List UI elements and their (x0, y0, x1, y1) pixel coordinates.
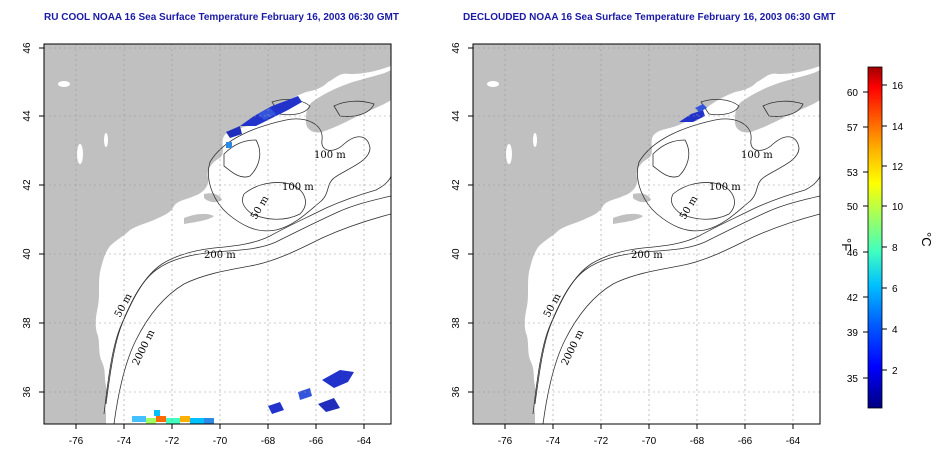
celsius-tick-label: 4 (892, 325, 898, 336)
lon-tick-label: -74 (546, 436, 561, 447)
fahrenheit-tick-label: 39 (847, 328, 859, 339)
celsius-tick-label: 2 (892, 366, 898, 377)
celsius-tick-label: 12 (892, 162, 904, 173)
celsius-tick-label: 14 (892, 122, 904, 133)
fahrenheit-tick-label: 53 (847, 168, 859, 179)
lon-tick-label: -72 (165, 436, 180, 447)
fahrenheit-tick-label: 46 (847, 248, 859, 259)
lon-tick-label: -70 (213, 436, 228, 447)
lat-tick-label: 44 (22, 110, 33, 122)
fahrenheit-tick-label: 35 (847, 374, 859, 385)
fahrenheit-tick-label: 42 (847, 293, 859, 304)
lat-tick-label: 38 (451, 317, 462, 329)
lat-tick-label: 36 (22, 386, 33, 398)
lon-tick-label: -64 (357, 436, 372, 447)
lat-tick-label: 36 (451, 386, 462, 398)
lon-tick-label: -74 (117, 436, 132, 447)
lon-tick-label: -64 (786, 436, 801, 447)
fahrenheit-tick-label: 57 (847, 123, 859, 134)
contour-label: 200 m (204, 250, 236, 261)
right-sst-patches (679, 104, 707, 122)
left-map-panel: 100 m 100 m 50 m 200 m 50 m 2000 m -76 -… (22, 42, 392, 447)
lon-tick-label: -68 (261, 436, 276, 447)
contour-label: 100 m (709, 182, 741, 193)
lat-tick-label: 40 (22, 248, 33, 260)
fahrenheit-axis-label: °F (839, 238, 854, 251)
right-map-title: DECLOUDED NOAA 16 Sea Surface Temperatur… (463, 12, 836, 23)
left-map-title: RU COOL NOAA 16 Sea Surface Temperature … (44, 12, 399, 23)
lon-tick-label: -68 (690, 436, 705, 447)
contour-label: 100 m (741, 150, 773, 161)
lon-tick-label: -66 (309, 436, 324, 447)
lon-tick-label: -76 (498, 436, 513, 447)
celsius-tick-label: 6 (892, 284, 898, 295)
lon-tick-label: -70 (642, 436, 657, 447)
colorbar: 60 57 53 50 46 42 39 35 16 14 12 10 8 6 … (839, 66, 934, 409)
celsius-tick-label: 10 (892, 202, 904, 213)
contour-label: 100 m (282, 182, 314, 193)
lat-tick-label: 38 (22, 317, 33, 329)
contour-label: 200 m (631, 250, 663, 261)
lat-tick-label: 44 (451, 110, 462, 122)
right-map-panel: 100 m 100 m 50 m 200 m 50 m 2000 m -76 -… (451, 42, 821, 447)
lon-tick-label: -72 (594, 436, 609, 447)
contour-label: 100 m (314, 150, 346, 161)
lon-tick-label: -66 (738, 436, 753, 447)
lat-tick-label: 42 (22, 179, 33, 191)
left-graticule (44, 44, 391, 424)
lat-tick-label: 46 (22, 42, 33, 54)
celsius-axis-label: °C (919, 232, 934, 247)
left-sst-patches (132, 96, 354, 424)
celsius-tick-label: 8 (892, 243, 898, 254)
colorbar-gradient (867, 66, 883, 409)
lat-tick-label: 46 (451, 42, 462, 54)
lat-tick-label: 40 (451, 248, 462, 260)
right-graticule (473, 44, 820, 424)
lat-tick-label: 42 (451, 179, 462, 191)
fahrenheit-tick-label: 50 (847, 202, 859, 213)
celsius-tick-label: 16 (892, 81, 904, 92)
fahrenheit-tick-label: 60 (847, 88, 859, 99)
lon-tick-label: -76 (69, 436, 84, 447)
